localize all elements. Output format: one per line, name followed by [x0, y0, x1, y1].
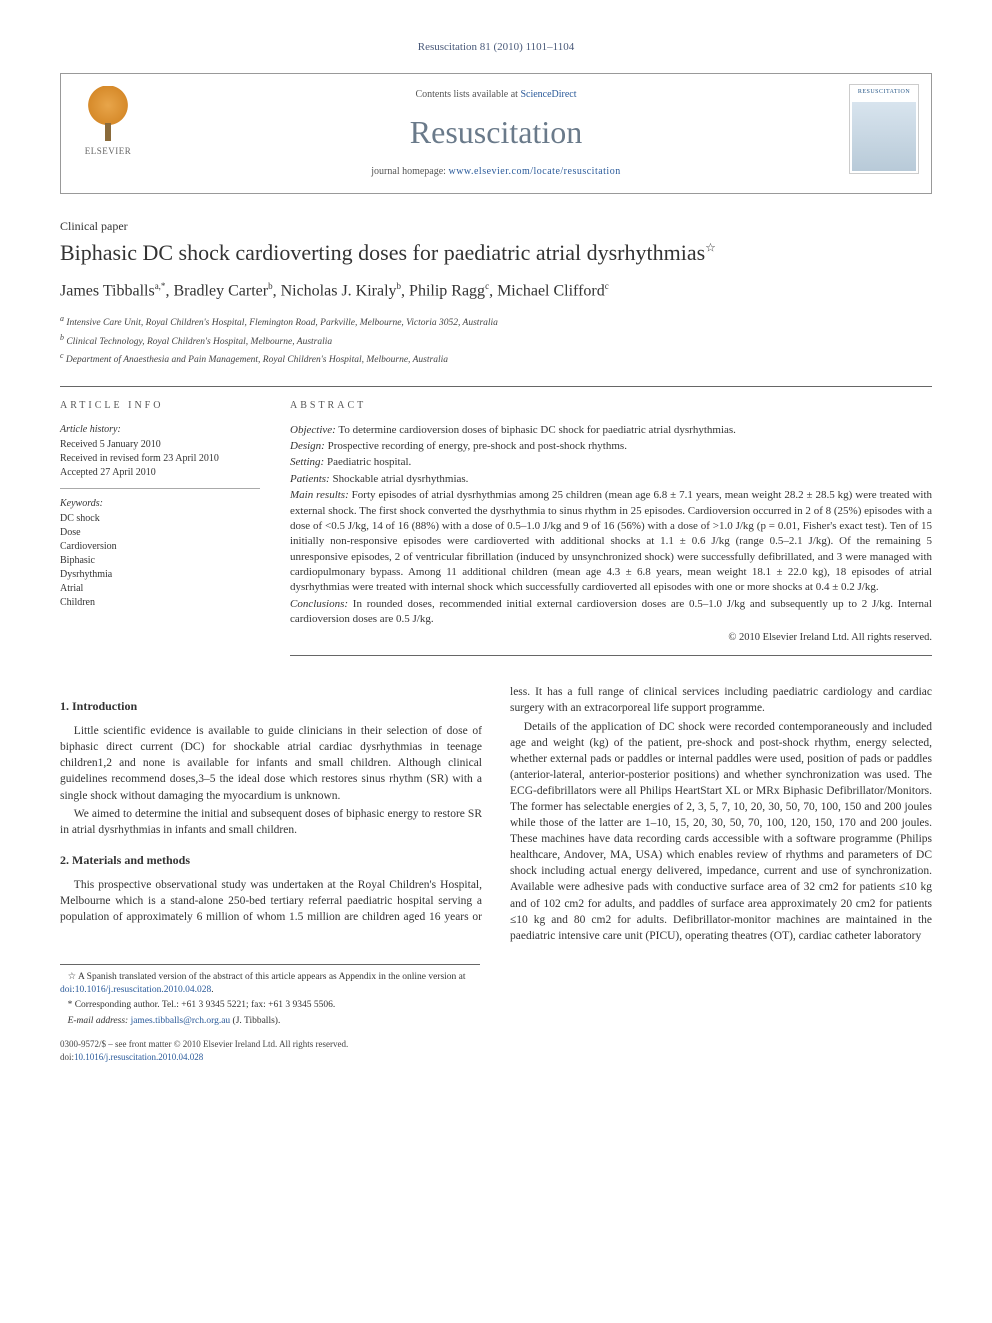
running-header: Resuscitation 81 (2010) 1101–1104 — [60, 40, 932, 55]
intro-para-2: We aimed to determine the initial and su… — [60, 806, 482, 838]
author-3: Nicholas J. Kiraly — [281, 283, 397, 300]
footnote-corresponding: * Corresponding author. Tel.: +61 3 9345… — [60, 999, 480, 1012]
footnotes: ☆ A Spanish translated version of the ab… — [60, 964, 480, 1028]
keywords-label: Keywords: — [60, 497, 260, 511]
homepage-link[interactable]: www.elsevier.com/locate/resuscitation — [448, 166, 620, 177]
publisher-brand: ELSEVIER — [85, 145, 132, 158]
title-text: Biphasic DC shock cardioverting doses fo… — [60, 240, 705, 265]
abstract-body: Objective: To determine cardioversion do… — [290, 423, 932, 657]
footer-doi: doi:10.1016/j.resuscitation.2010.04.028 — [60, 1051, 932, 1064]
article-title: Biphasic DC shock cardioverting doses fo… — [60, 239, 932, 267]
email-label: E-mail address: — [68, 1016, 131, 1026]
article-history: Article history: Received 5 January 2010… — [60, 423, 260, 489]
author-1-aff: a,* — [155, 281, 166, 291]
authors: James Tibballsa,*, Bradley Carterb, Nich… — [60, 280, 932, 303]
affiliation-b: b Clinical Technology, Royal Children's … — [60, 332, 932, 349]
intro-para-1: Little scientific evidence is available … — [60, 723, 482, 803]
setting-text: Paediatric hospital. — [324, 456, 411, 468]
footnote-star-text: ☆ A Spanish translated version of the ab… — [68, 972, 466, 982]
abstract: abstract Objective: To determine cardiov… — [290, 399, 932, 657]
affiliation-c: c Department of Anaesthesia and Pain Man… — [60, 350, 932, 367]
affiliation-b-text: Clinical Technology, Royal Children's Ho… — [66, 337, 332, 347]
history-label: Article history: — [60, 423, 260, 437]
keyword: DC shock — [60, 512, 260, 526]
patients-label: Patients: — [290, 473, 330, 485]
footer-doi-link[interactable]: 10.1016/j.resuscitation.2010.04.028 — [74, 1052, 203, 1062]
footer: 0300-9572/$ – see front matter © 2010 El… — [60, 1038, 932, 1063]
keyword: Atrial — [60, 582, 260, 596]
affiliation-a: a Intensive Care Unit, Royal Children's … — [60, 313, 932, 330]
abstract-copyright: © 2010 Elsevier Ireland Ltd. All rights … — [290, 631, 932, 646]
email-suffix: (J. Tibballs). — [230, 1016, 280, 1026]
section-heading-methods: 2. Materials and methods — [60, 852, 482, 869]
keywords-list: DC shock Dose Cardioversion Biphasic Dys… — [60, 512, 260, 610]
affiliation-c-text: Department of Anaesthesia and Pain Manag… — [66, 355, 448, 365]
methods-para-2: Details of the application of DC shock w… — [510, 719, 932, 944]
body-columns: 1. Introduction Little scientific eviden… — [60, 684, 932, 944]
author-3-aff: b — [397, 281, 402, 291]
author-2: Bradley Carter — [173, 283, 268, 300]
author-1: James Tibballs — [60, 283, 155, 300]
affiliation-a-text: Intensive Care Unit, Royal Children's Ho… — [66, 318, 498, 328]
setting-label: Setting: — [290, 456, 324, 468]
homepage-prefix: journal homepage: — [371, 166, 448, 177]
design-label: Design: — [290, 440, 325, 452]
author-5-aff: c — [605, 281, 609, 291]
article-info-heading: article info — [60, 399, 260, 413]
footnote-star: ☆ A Spanish translated version of the ab… — [60, 971, 480, 998]
affiliations: a Intensive Care Unit, Royal Children's … — [60, 313, 932, 367]
design-text: Prospective recording of energy, pre-sho… — [325, 440, 627, 452]
conclusions-text: In rounded doses, recommended initial ex… — [290, 598, 932, 625]
contents-prefix: Contents lists available at — [415, 89, 520, 100]
keyword: Cardioversion — [60, 540, 260, 554]
footer-copyright: 0300-9572/$ – see front matter © 2010 El… — [60, 1038, 932, 1051]
patients-text: Shockable atrial dysrhythmias. — [330, 473, 469, 485]
accepted-date: Accepted 27 April 2010 — [60, 466, 260, 480]
cover-image-placeholder — [852, 102, 916, 172]
contents-line: Contents lists available at ScienceDirec… — [181, 88, 811, 102]
objective-text: To determine cardioversion doses of biph… — [336, 424, 736, 436]
keyword: Children — [60, 596, 260, 610]
revised-date: Received in revised form 23 April 2010 — [60, 452, 260, 466]
author-5: Michael Clifford — [497, 283, 605, 300]
footer-doi-prefix: doi: — [60, 1052, 74, 1062]
cover-title: RESUSCITATION — [850, 85, 918, 99]
info-abstract-row: article info Article history: Received 5… — [60, 386, 932, 657]
keyword: Biphasic — [60, 554, 260, 568]
sciencedirect-link[interactable]: ScienceDirect — [520, 89, 576, 100]
keyword: Dysrhythmia — [60, 568, 260, 582]
masthead: ELSEVIER RESUSCITATION Contents lists av… — [60, 73, 932, 194]
results-label: Main results: — [290, 489, 349, 501]
abstract-heading: abstract — [290, 399, 932, 413]
article-info: article info Article history: Received 5… — [60, 399, 260, 657]
title-footnote-mark: ☆ — [705, 241, 716, 255]
email-link[interactable]: james.tibballs@rch.org.au — [131, 1016, 231, 1026]
homepage-line: journal homepage: www.elsevier.com/locat… — [181, 165, 811, 179]
author-4: Philip Ragg — [409, 283, 485, 300]
footnote-email: E-mail address: james.tibballs@rch.org.a… — [60, 1015, 480, 1028]
page: Resuscitation 81 (2010) 1101–1104 ELSEVI… — [0, 0, 992, 1103]
author-2-aff: b — [268, 281, 273, 291]
section-heading-intro: 1. Introduction — [60, 698, 482, 715]
keyword: Dose — [60, 526, 260, 540]
article-type: Clinical paper — [60, 218, 932, 235]
objective-label: Objective: — [290, 424, 336, 436]
conclusions-label: Conclusions: — [290, 598, 348, 610]
received-date: Received 5 January 2010 — [60, 438, 260, 452]
footnote-doi-link[interactable]: doi:10.1016/j.resuscitation.2010.04.028 — [60, 985, 211, 995]
journal-name: Resuscitation — [181, 110, 811, 155]
journal-cover-thumbnail: RESUSCITATION — [849, 84, 919, 174]
author-4-aff: c — [485, 281, 489, 291]
publisher-logo: ELSEVIER — [73, 86, 143, 166]
elsevier-tree-icon — [83, 86, 133, 141]
results-text: Forty episodes of atrial dysrhythmias am… — [290, 489, 932, 593]
